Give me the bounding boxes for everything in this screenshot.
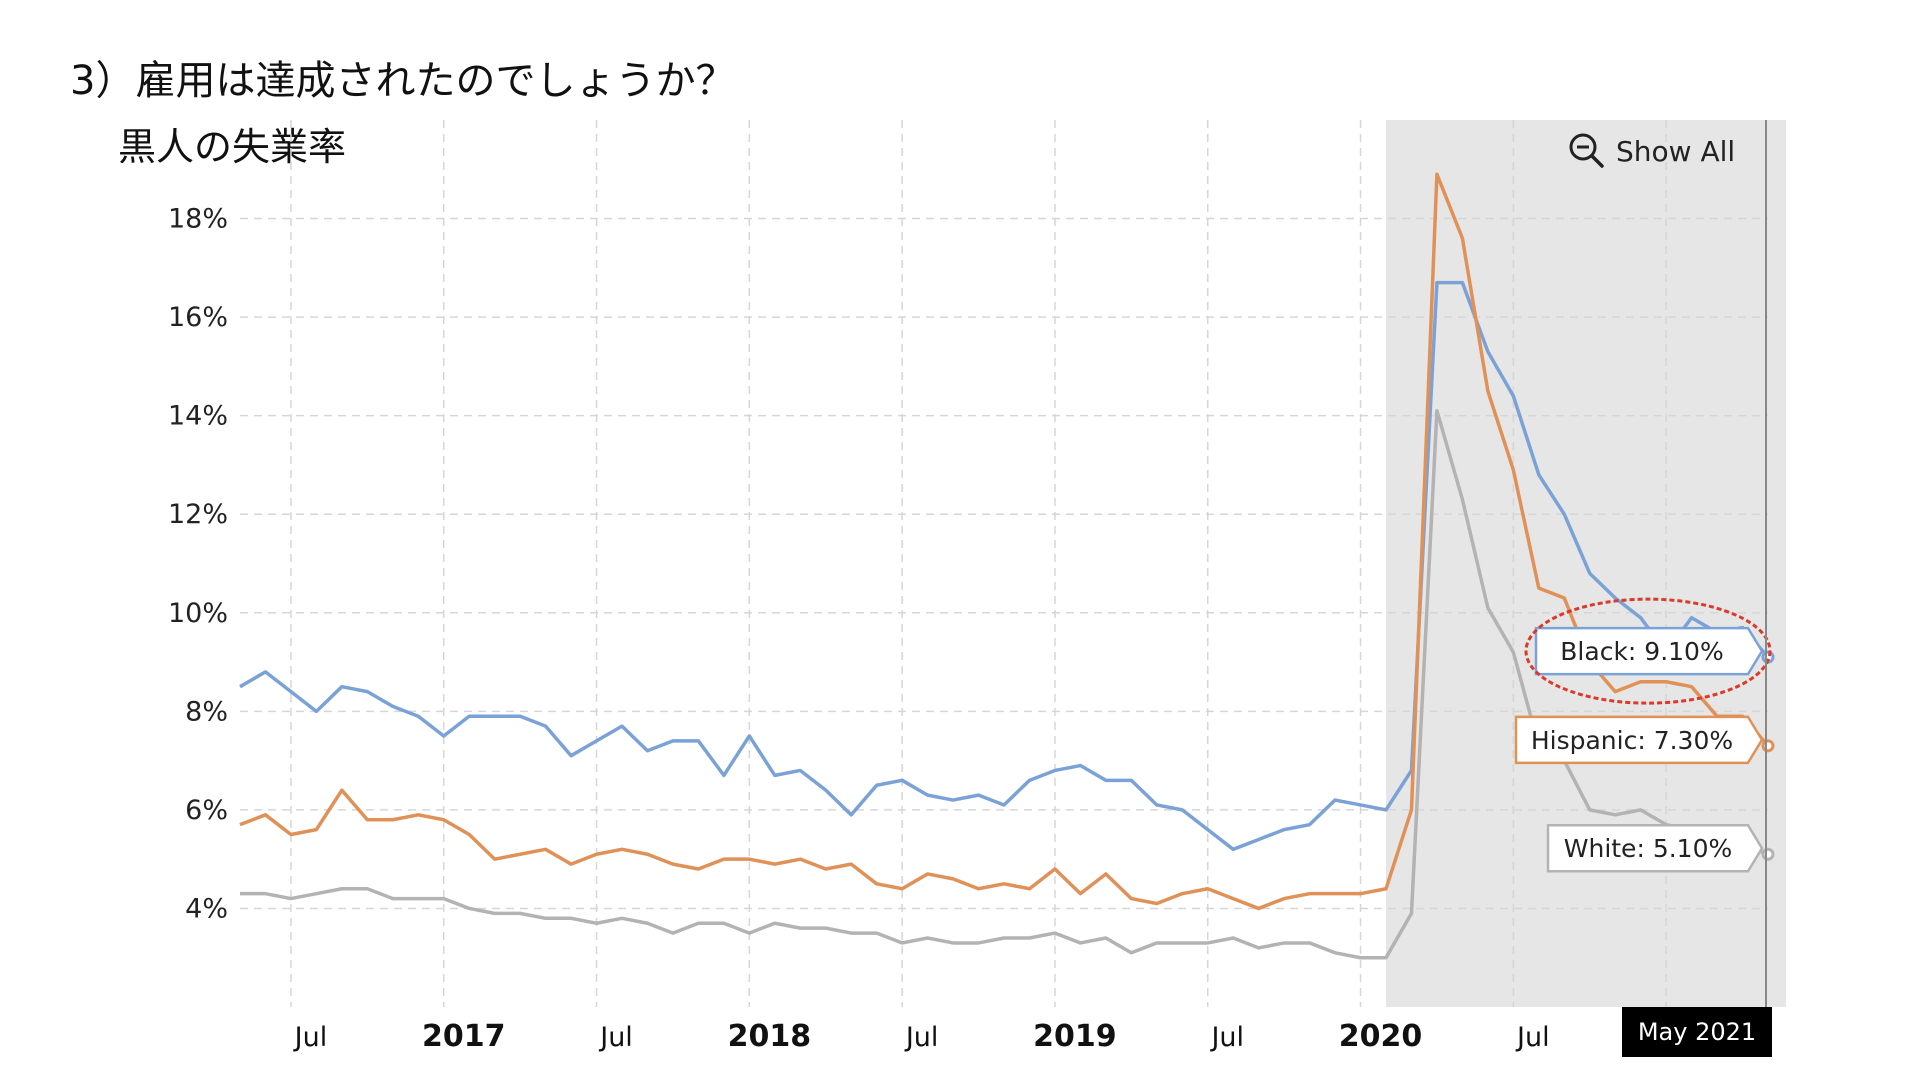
x-tick-label: 2018 xyxy=(728,1019,812,1054)
y-tick-label: 6% xyxy=(185,795,228,826)
navigator-label: May 2021 xyxy=(1638,1018,1756,1046)
series-line-hispanic xyxy=(239,172,1770,911)
show-all-button[interactable]: Show All xyxy=(1568,132,1735,170)
series-end-label: White: 5.10% xyxy=(1564,834,1732,863)
series-line-black xyxy=(239,280,1770,852)
y-tick-label: 18% xyxy=(168,204,228,235)
y-tick-label: 8% xyxy=(185,696,228,727)
y-tick-label: 14% xyxy=(168,401,228,432)
x-tick-label: Jul xyxy=(904,1022,939,1053)
navigator-label-box xyxy=(1622,1007,1772,1057)
series-line-white xyxy=(240,408,1769,960)
y-tick-label: 16% xyxy=(168,302,228,333)
series-end-point-white xyxy=(1761,847,1775,861)
x-tick-label: Jul xyxy=(1515,1022,1550,1053)
chart-subtitle: 黒人の失業率 xyxy=(118,125,347,169)
show-all-label: Show All xyxy=(1616,134,1736,168)
x-tick-label: 2020 xyxy=(1339,1019,1423,1054)
annotation-circle xyxy=(1524,597,1772,705)
y-tick-label: 4% xyxy=(185,893,228,924)
y-tick-label: 12% xyxy=(168,499,228,530)
series-end-label: Hispanic: 7.30% xyxy=(1531,726,1733,755)
x-tick-label: Jul xyxy=(598,1022,633,1053)
x-tick-label: 2017 xyxy=(422,1019,506,1054)
x-tick-label: Jul xyxy=(293,1022,328,1053)
zoom-out-icon xyxy=(1568,132,1606,170)
x-tick-label: 2019 xyxy=(1033,1019,1117,1054)
series-end-label-box xyxy=(1546,823,1764,873)
slide-heading: 3）雇用は達成されたのでしょうか？ xyxy=(70,58,736,104)
x-tick-label: Jul xyxy=(1209,1022,1244,1053)
series-end-label-box xyxy=(1534,626,1764,676)
series-end-label: Black: 9.10% xyxy=(1560,637,1723,666)
series-end-label-box xyxy=(1514,715,1764,765)
y-tick-label: 10% xyxy=(168,598,228,629)
series-end-point-hispanic xyxy=(1761,739,1775,753)
